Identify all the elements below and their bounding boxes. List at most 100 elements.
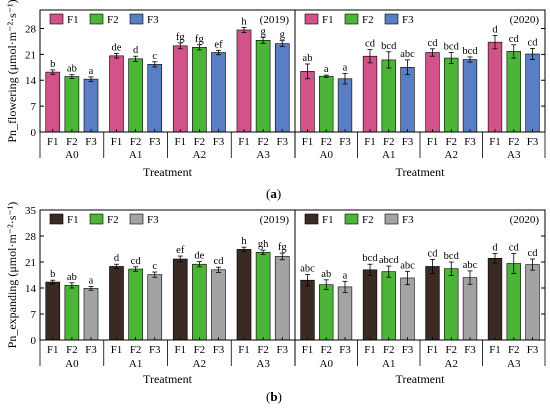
bar	[172, 45, 188, 133]
bar	[147, 274, 163, 341]
group-label: A1	[382, 358, 395, 370]
bar	[425, 52, 440, 133]
legend-label: F3	[147, 214, 159, 226]
y-tick-label: 14	[25, 283, 37, 295]
x-tick-label: F1	[489, 136, 501, 148]
legend-label: F2	[107, 14, 119, 26]
plot-frame	[39, 209, 546, 341]
x-axis-label: Treatment	[143, 372, 193, 386]
significance-letter: abcd	[379, 255, 400, 266]
legend-swatch	[129, 213, 144, 225]
x-tick-label: F3	[276, 344, 288, 356]
bar	[109, 55, 124, 133]
bar	[172, 258, 188, 341]
group-label: A1	[382, 149, 395, 161]
legend-swatch	[384, 213, 399, 225]
x-tick-label: F2	[257, 136, 269, 148]
significance-letter: h	[241, 16, 247, 27]
legend-swatch	[89, 13, 104, 25]
bar	[147, 64, 163, 133]
bar	[462, 277, 478, 341]
bar	[255, 252, 271, 341]
significance-letter: cd	[428, 248, 439, 259]
year-label: (2020)	[510, 14, 540, 26]
bar	[274, 256, 290, 341]
year-label: (2019)	[260, 14, 290, 26]
x-tick-label: F3	[464, 136, 476, 148]
group-label: A3	[256, 358, 270, 370]
significance-letter: ab	[303, 53, 313, 64]
bar	[425, 266, 440, 341]
x-tick-label: F3	[85, 344, 97, 356]
legend-label: F2	[362, 14, 374, 26]
panel-label-b: (b)	[266, 389, 282, 404]
bar	[381, 59, 396, 133]
y-tick-label: 35	[25, 205, 37, 217]
bar	[400, 67, 415, 133]
panel-label-a: (a)	[266, 186, 282, 201]
group-label: A2	[445, 358, 458, 370]
significance-letter: bcd	[444, 42, 460, 53]
significance-letter: a	[343, 270, 348, 281]
bar	[300, 71, 315, 133]
y-tick-label: 0	[31, 335, 37, 347]
x-tick-label: F3	[213, 344, 225, 356]
bar	[319, 75, 334, 133]
x-tick-label: F1	[111, 136, 123, 148]
bar	[300, 279, 315, 341]
significance-letter: fg	[195, 34, 204, 45]
legend-swatch	[344, 213, 359, 225]
x-tick-label: F3	[527, 344, 539, 356]
x-axis-label: Treatment	[143, 165, 193, 179]
year-label: (2020)	[510, 214, 540, 226]
x-tick-label: F1	[427, 136, 439, 148]
significance-letter: cd	[131, 256, 142, 267]
x-axis-label: Treatment	[396, 372, 446, 386]
group-label: A2	[193, 149, 206, 161]
significance-letter: cd	[214, 256, 225, 267]
x-tick-label: F2	[320, 136, 332, 148]
x-tick-label: F2	[445, 344, 457, 356]
significance-letter: ab	[67, 64, 77, 75]
significance-letter: g	[261, 26, 267, 37]
significance-letter: bcd	[381, 41, 397, 52]
x-tick-label: F2	[194, 136, 206, 148]
legend-label: F1	[67, 214, 79, 226]
x-tick-label: F2	[320, 344, 332, 356]
legend-swatch	[304, 13, 319, 25]
bar	[444, 57, 459, 133]
bar	[211, 52, 226, 133]
x-tick-label: F1	[111, 344, 123, 356]
y-tick-label: 0	[31, 127, 37, 139]
bar	[462, 59, 478, 133]
group-label: A0	[320, 149, 334, 161]
y-axis-label: Pn_flowering (μmol·m⁻²·s⁻¹)	[5, 0, 19, 143]
legend-label: F3	[402, 214, 414, 226]
x-tick-label: F2	[383, 136, 395, 148]
x-tick-label: F2	[66, 136, 78, 148]
bar	[64, 76, 80, 133]
y-tick-label: 7	[31, 309, 37, 321]
y-axis-label: Pn_expanding (μmol·m⁻²·s⁻¹)	[5, 202, 19, 349]
bar	[236, 249, 252, 341]
legend-swatch	[89, 213, 104, 225]
group-label: A2	[193, 358, 206, 370]
bar	[362, 269, 378, 341]
legend-label: F3	[402, 14, 414, 26]
x-tick-label: F2	[257, 344, 269, 356]
significance-letter: bcd	[444, 251, 460, 262]
legend-label: F3	[147, 14, 159, 26]
significance-letter: ef	[214, 39, 223, 50]
x-tick-label: F2	[194, 344, 206, 356]
x-tick-label: F3	[213, 136, 225, 148]
x-tick-label: F1	[302, 344, 314, 356]
significance-letter: b	[50, 269, 55, 280]
significance-letter: cd	[428, 38, 439, 49]
x-tick-label: F1	[174, 136, 186, 148]
x-tick-label: F1	[302, 136, 314, 148]
x-tick-label: F3	[149, 344, 161, 356]
x-tick-label: F3	[339, 344, 351, 356]
bar	[45, 71, 61, 133]
bar	[128, 58, 143, 133]
